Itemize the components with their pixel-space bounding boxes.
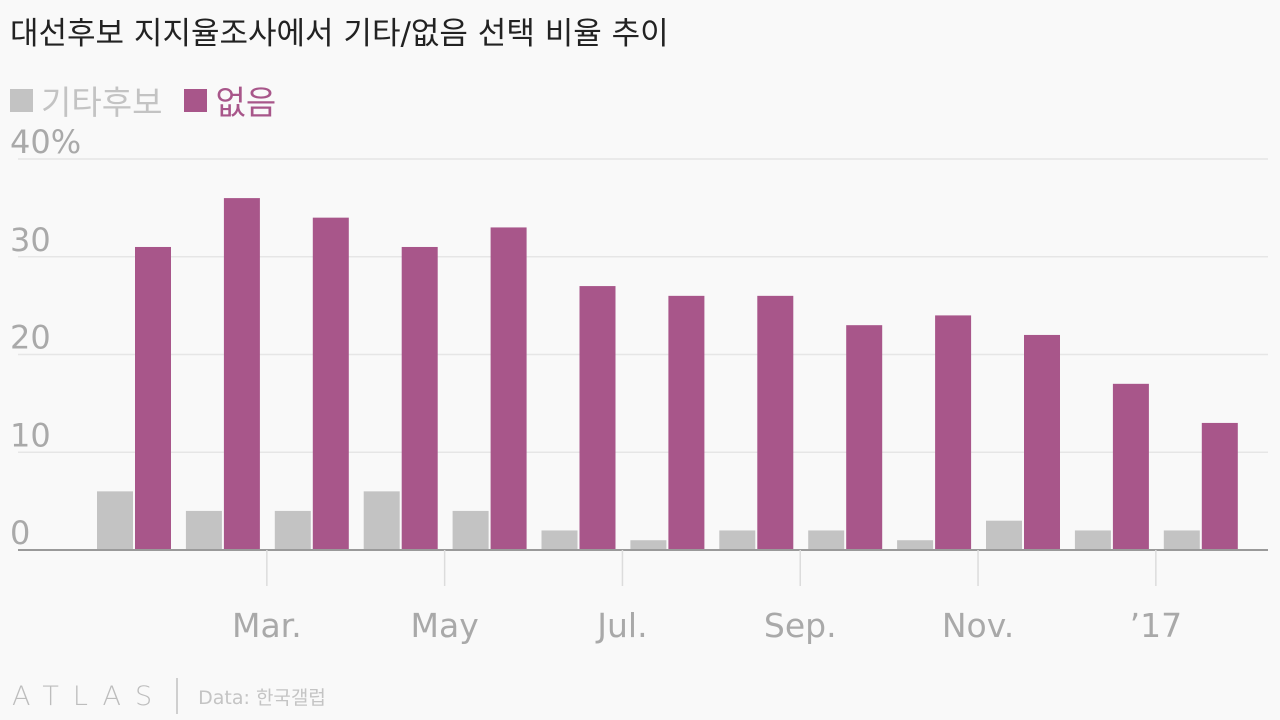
x-tick-label: Nov. xyxy=(942,606,1014,645)
legend-item-other: 기타후보 xyxy=(10,76,162,124)
y-tick-label: 30 xyxy=(10,221,51,259)
y-tick-label: 0 xyxy=(10,514,30,552)
bar-none xyxy=(490,227,527,551)
x-tick-label: Mar. xyxy=(232,606,302,645)
legend: 기타후보 없음 xyxy=(10,76,298,124)
source-note: Data: 한국갤럽 xyxy=(198,686,326,709)
bar-none xyxy=(135,246,171,550)
x-tick-label: Jul. xyxy=(595,606,647,645)
legend-label-other: 기타후보 xyxy=(41,83,163,122)
bar-other xyxy=(1074,530,1111,550)
bar-other xyxy=(541,530,578,550)
y-tick-label: 40% xyxy=(10,123,81,161)
bar-other xyxy=(452,510,489,550)
bar-other xyxy=(1163,530,1200,550)
bar-other xyxy=(274,510,311,550)
bar-none xyxy=(846,325,883,550)
bar-other xyxy=(630,540,667,550)
bar-none xyxy=(1201,422,1238,550)
atlas-logo: ATLAS xyxy=(12,680,167,712)
legend-swatch-none xyxy=(184,88,208,112)
footer: ATLAS Data: 한국갤럽 xyxy=(12,676,326,716)
bar-none xyxy=(579,286,616,550)
bar-none xyxy=(668,295,705,550)
legend-label-none: 없음 xyxy=(215,83,277,122)
x-tick-label: May xyxy=(411,606,479,645)
bar-other xyxy=(986,520,1022,550)
bar-other xyxy=(363,491,400,550)
bar-none xyxy=(757,295,794,550)
chart-title: 대선후보 지지율조사에서 기타/없음 선택 비율 추이 xyxy=(10,16,669,52)
bar-other xyxy=(719,530,756,550)
bar-none xyxy=(312,217,349,550)
bar-none xyxy=(1112,383,1149,550)
bar-other xyxy=(97,491,133,550)
legend-swatch-other xyxy=(10,88,33,112)
bar-other xyxy=(808,530,845,550)
bar-other xyxy=(185,510,222,550)
x-tick-label: Sep. xyxy=(764,606,837,645)
bar-none xyxy=(401,246,438,550)
bar-none xyxy=(223,198,260,550)
bar-none xyxy=(1024,334,1060,550)
x-tick-label: ’17 xyxy=(1130,606,1182,645)
footer-divider xyxy=(176,678,179,714)
bar-other xyxy=(897,540,934,550)
y-tick-label: 10 xyxy=(10,416,51,454)
legend-item-none: 없음 xyxy=(184,76,276,124)
bar-none xyxy=(935,315,972,550)
y-tick-label: 20 xyxy=(10,319,51,357)
